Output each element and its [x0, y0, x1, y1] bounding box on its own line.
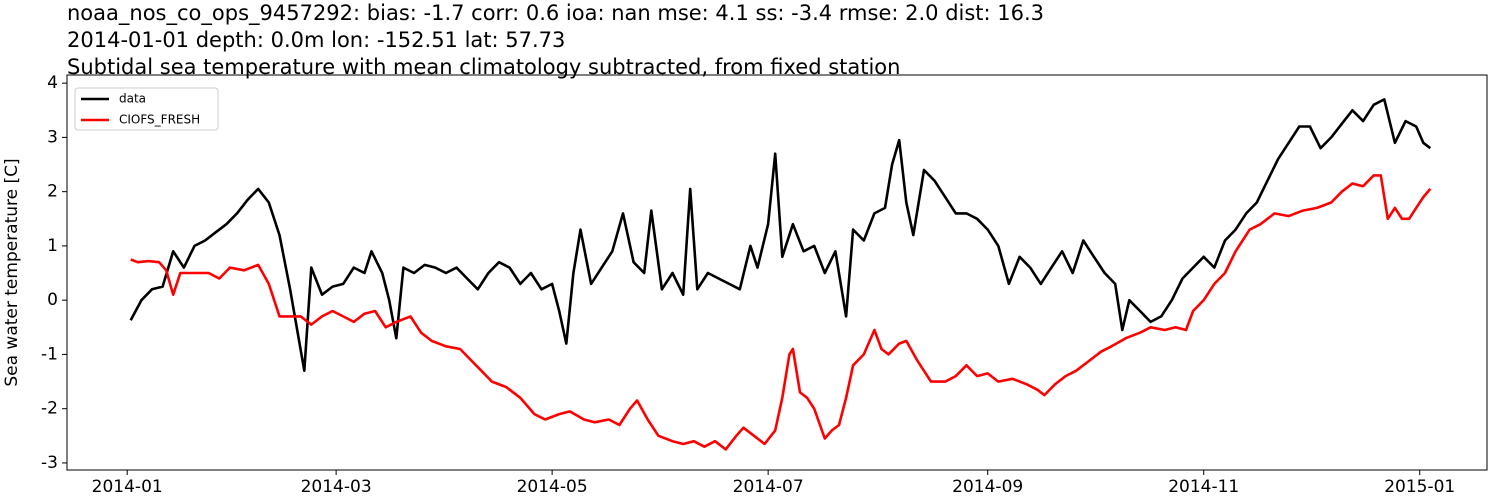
x-tick-label: 2014-11: [1168, 477, 1239, 497]
y-tick-label: 0: [47, 290, 58, 310]
series-line: [130, 174, 1432, 451]
chart-title: noaa_nos_co_ops_9457292: bias: -1.7 corr…: [67, 1, 1044, 26]
series-line: [129, 98, 1432, 372]
x-tick-label: 2014-03: [301, 477, 372, 497]
y-tick-label: -3: [41, 453, 58, 473]
y-axis-label: Sea water temperature [C]: [2, 158, 22, 386]
legend-box: [74, 87, 219, 131]
y-tick-label: 4: [47, 73, 58, 93]
x-tick-label: 2015-01: [1384, 477, 1455, 497]
y-tick-label: -2: [41, 399, 58, 419]
y-tick-label: 2: [47, 182, 58, 202]
y-tick-label: 1: [47, 236, 58, 256]
x-tick-label: 2014-05: [517, 477, 588, 497]
x-tick-label: 2014-09: [952, 477, 1023, 497]
chart-title: 2014-01-01 depth: 0.0m lon: -152.51 lat:…: [67, 28, 565, 52]
y-tick-label: 3: [47, 127, 58, 147]
legend-label: data: [119, 92, 146, 106]
x-tick-label: 2014-01: [92, 477, 163, 497]
plot-frame: [66, 74, 1488, 471]
y-tick-label: -1: [41, 344, 58, 364]
x-tick-label: 2014-07: [733, 477, 804, 497]
legend-label: CIOFS_FRESH: [119, 113, 200, 127]
